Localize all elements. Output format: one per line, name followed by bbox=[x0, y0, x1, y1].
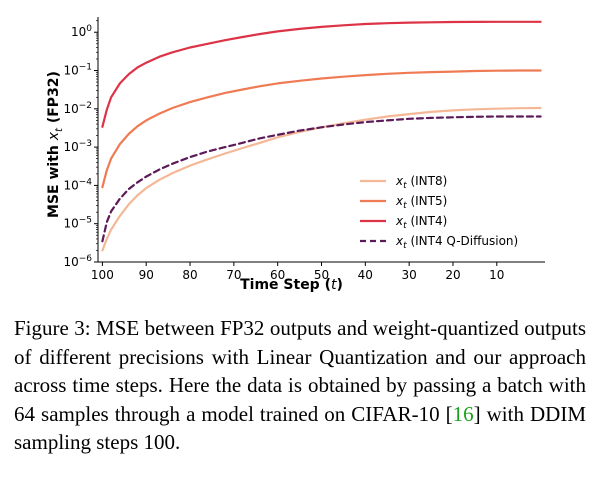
citation-link[interactable]: 16 bbox=[452, 401, 474, 426]
x-axis-title: Time Step (t) bbox=[240, 277, 343, 293]
series-line-2 bbox=[101, 69, 542, 189]
legend-var-sub: t bbox=[403, 181, 407, 191]
y-tick-exponent: −1 bbox=[79, 63, 92, 73]
series-line-3 bbox=[101, 20, 542, 128]
legend-var: x bbox=[395, 214, 404, 228]
legend-label-text: (INT4 Q-Diffusion) bbox=[407, 234, 519, 248]
x-tick-label: 100 bbox=[91, 268, 114, 282]
y-tick-label: 10−6 bbox=[63, 254, 92, 269]
x-tick-label: 30 bbox=[402, 268, 417, 282]
x-tick-label: 80 bbox=[182, 268, 197, 282]
legend-label-text: (INT4) bbox=[407, 214, 448, 228]
legend-var: x bbox=[395, 194, 404, 208]
series-line-4 bbox=[101, 115, 542, 243]
y-tick-exponent: 0 bbox=[86, 24, 92, 34]
legend-var: x bbox=[395, 174, 404, 188]
caption-text-start: Figure 3: MSE between FP32 outputs and w… bbox=[14, 316, 586, 426]
y-axis-title-sub: t bbox=[54, 127, 65, 132]
x-tick-label: 70 bbox=[226, 268, 241, 282]
legend-label-1: xt (INT8) bbox=[395, 174, 447, 191]
x-tick-label: 60 bbox=[270, 268, 285, 282]
x-axis-title-var: t bbox=[331, 277, 337, 293]
y-tick-label: 10−4 bbox=[63, 177, 92, 192]
y-tick-exponent: −3 bbox=[79, 139, 92, 149]
caption-text-end: ] with DDIM sampling steps 100. bbox=[14, 401, 586, 455]
y-axis-title-var: x bbox=[46, 131, 62, 141]
x-tick-label: 20 bbox=[445, 268, 460, 282]
legend-var-sub: t bbox=[403, 221, 407, 231]
y-axis-title-rest: (FP32) bbox=[46, 71, 62, 128]
legend-var: x bbox=[395, 234, 404, 248]
legend-label-text: (INT8) bbox=[407, 174, 448, 188]
y-tick-label: 10−5 bbox=[63, 216, 92, 231]
y-tick-exponent: −6 bbox=[79, 254, 93, 264]
x-tick-label: 90 bbox=[139, 268, 154, 282]
y-tick-exponent: −4 bbox=[79, 177, 93, 187]
y-tick-label: 10−2 bbox=[63, 101, 92, 116]
legend-var-sub: t bbox=[403, 241, 407, 251]
legend-var-sub: t bbox=[403, 201, 407, 211]
legend-label-2: xt (INT5) bbox=[395, 194, 447, 211]
y-tick-label: 10−3 bbox=[63, 139, 92, 154]
x-tick-label: 40 bbox=[358, 268, 373, 282]
y-tick-label: 10−1 bbox=[63, 63, 92, 78]
legend-label-3: xt (INT4) bbox=[395, 214, 447, 231]
figure-caption: Figure 3: MSE between FP32 outputs and w… bbox=[14, 314, 586, 457]
y-axis-title: MSE with xt (FP32) bbox=[46, 71, 65, 218]
y-tick-label: 100 bbox=[71, 24, 92, 39]
y-tick-exponent: −5 bbox=[79, 216, 92, 226]
y-tick-exponent: −2 bbox=[79, 101, 92, 111]
x-tick-label: 50 bbox=[314, 268, 329, 282]
x-tick-label: 10 bbox=[489, 268, 504, 282]
legend-label-text: (INT5) bbox=[407, 194, 448, 208]
legend-label-4: xt (INT4 Q-Diffusion) bbox=[395, 234, 518, 251]
series-line-1 bbox=[101, 106, 542, 252]
